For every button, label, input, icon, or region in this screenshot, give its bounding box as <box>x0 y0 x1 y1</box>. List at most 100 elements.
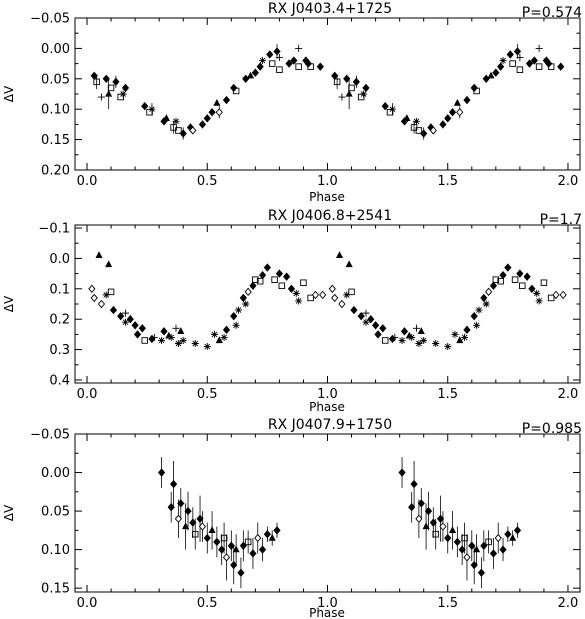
data-point-triangle <box>213 98 221 106</box>
data-point-diamond <box>133 330 142 339</box>
data-point-star <box>295 297 303 305</box>
data-point-square <box>415 127 423 134</box>
panel-1-plot-frame <box>74 17 581 171</box>
data-point-openDiamond <box>254 533 262 543</box>
data-point-diamond <box>513 47 522 56</box>
data-point-triangle <box>487 71 495 79</box>
panel-1-title: RX J0403.4+1725 <box>268 1 392 17</box>
data-point-diamond <box>367 315 375 324</box>
data-point-diamond <box>530 56 538 65</box>
y-tick-label: 0.10 <box>41 103 70 118</box>
panel-2-x-axis-label: Phase <box>309 400 345 414</box>
data-point-openDiamond <box>439 522 447 531</box>
data-point-openDiamond <box>429 126 437 135</box>
data-point-square <box>333 78 341 86</box>
data-point-diamond <box>499 545 507 554</box>
panel-1: RX J0403.4+1725 P=0.574 0.0 0.5 1.0 1.5 2.0 −… <box>2 1 582 204</box>
data-point-diamond <box>453 537 461 547</box>
data-point-diamond <box>357 311 365 321</box>
panel-2-axes: 0.0 0.5 1.0 1.5 2.0 −0.1 0.0 0.1 0.2 0.3 0.4 <box>38 222 580 402</box>
data-point-plus <box>150 333 158 341</box>
data-point-star <box>533 289 541 297</box>
y-tick-label: −0.1 <box>38 222 70 237</box>
data-point-plus <box>391 333 399 341</box>
data-point-square <box>276 66 283 73</box>
data-point-square <box>268 60 276 67</box>
data-point-openDiamond <box>463 553 471 562</box>
data-point-star <box>158 336 166 344</box>
x-tick-label: 0.0 <box>77 174 98 189</box>
data-point-diamond <box>343 74 351 83</box>
data-point-diamond <box>444 533 452 543</box>
data-point-triangle <box>417 327 425 334</box>
data-point-diamond <box>362 83 370 93</box>
panel-1-axes: 0.0 0.5 1.0 1.5 2.0 −0.05 0.00 0.05 0.10 0.15 0.20 <box>30 12 580 189</box>
data-point-triangle <box>335 251 344 259</box>
data-point-diamond <box>131 321 139 330</box>
data-point-star <box>360 90 368 98</box>
data-point-star <box>444 343 452 351</box>
x-tick-label: 0.0 <box>77 387 98 402</box>
data-point-diamond <box>242 74 250 83</box>
panel-2-plot-frame <box>74 224 581 384</box>
panel-1-y-axis-label: ΔV <box>2 85 16 102</box>
data-point-diamond <box>525 59 534 68</box>
panel-3-y-axis-label: ΔV <box>2 504 16 521</box>
y-tick-label: 0.4 <box>49 373 70 388</box>
data-point-square <box>107 84 115 92</box>
data-point-diamond <box>350 305 358 315</box>
data-point-triangle <box>105 260 113 268</box>
data-point-diamond <box>480 293 488 303</box>
data-point-square <box>535 63 543 70</box>
data-point-diamond <box>170 479 178 489</box>
data-point-openDiamond <box>244 287 252 297</box>
data-point-openDiamond <box>319 290 327 300</box>
data-point-star <box>167 333 175 341</box>
data-point-diamond <box>492 68 500 77</box>
data-point-diamond <box>230 560 238 570</box>
panel-2-title: RX J0406.8+2541 <box>268 208 392 224</box>
y-tick-label: 0.05 <box>41 72 70 87</box>
data-point-star <box>122 318 129 326</box>
panel-3-title: RX J0407.9+1750 <box>268 417 392 433</box>
data-point-star <box>102 291 110 299</box>
data-point-diamond <box>141 101 149 111</box>
data-point-star <box>174 340 182 347</box>
data-point-diamond <box>109 305 118 315</box>
data-point-diamond <box>138 324 146 333</box>
data-point-diamond <box>506 50 514 59</box>
data-point-square <box>141 337 148 344</box>
data-point-triangle <box>268 533 276 541</box>
data-point-openDiamond <box>552 290 560 300</box>
data-point-square <box>540 279 548 286</box>
y-tick-label: 0.15 <box>41 582 70 597</box>
data-point-plus <box>97 93 105 101</box>
data-point-diamond <box>160 327 168 336</box>
data-point-openDiamond <box>222 553 231 562</box>
data-point-diamond <box>258 545 267 554</box>
data-point-openDiamond <box>456 108 464 117</box>
y-tick-label: 0.2 <box>49 313 70 328</box>
data-point-plus <box>535 44 543 52</box>
y-tick-label: 0.05 <box>41 505 70 520</box>
data-point-plus <box>295 44 303 52</box>
data-point-star <box>535 297 543 305</box>
data-point-diamond <box>237 568 245 577</box>
y-tick-label: 0.00 <box>41 42 70 57</box>
data-point-star <box>412 117 420 125</box>
data-point-diamond <box>504 263 512 272</box>
data-point-triangle <box>456 336 464 344</box>
data-point-openDiamond <box>311 290 320 300</box>
data-point-openDiamond <box>559 290 567 300</box>
data-point-diamond <box>249 281 257 290</box>
data-point-openDiamond <box>215 108 223 117</box>
data-point-openDiamond <box>485 287 493 297</box>
data-point-star <box>179 336 187 344</box>
panel-2-y-axis-label: ΔV <box>2 295 16 312</box>
data-point-diamond <box>249 549 257 558</box>
data-point-diamond <box>470 560 478 570</box>
data-point-diamond <box>213 537 221 547</box>
x-tick-label: 2.0 <box>558 174 579 189</box>
x-tick-label: 1.5 <box>437 174 458 189</box>
data-point-plus <box>172 324 180 332</box>
